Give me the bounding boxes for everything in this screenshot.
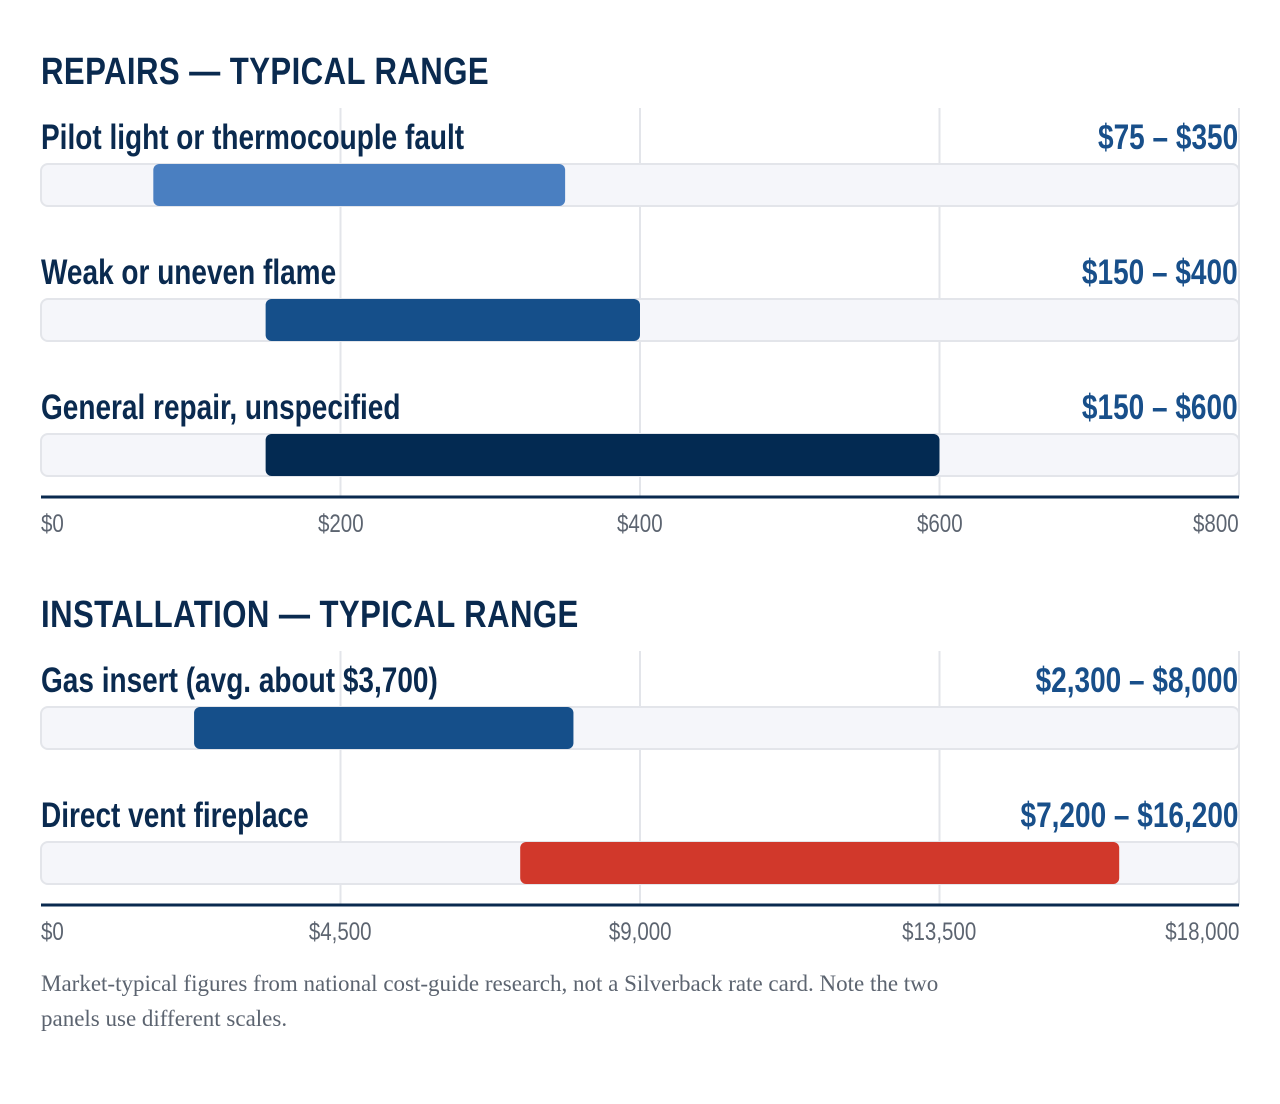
x-tick-label: $800 [1193,510,1239,538]
repairs-panel-title: REPAIRS — TYPICAL RANGE [41,51,490,93]
x-tick-label: $18,000 [1164,918,1239,946]
row-label: Gas insert (avg. about $3,700) [41,661,438,700]
x-tick-label: $400 [617,510,663,538]
installation-panel-title: INSTALLATION — TYPICAL RANGE [41,594,579,636]
range-value-label: $150 – $400 [1082,253,1238,292]
row-label: General repair, unspecified [41,388,401,427]
x-tick-label: $600 [916,510,963,538]
x-tick-label: $4,500 [309,918,372,946]
range-bar [194,707,574,749]
x-tick-label: $13,500 [902,918,977,946]
range-bar [265,299,640,341]
row-label: Pilot light or thermocouple fault [41,118,465,157]
range-bar [265,434,940,476]
range-value-label: $2,300 – $8,000 [1035,661,1238,700]
range-value-label: $150 – $600 [1082,388,1238,427]
x-tick-label: $0 [41,510,64,538]
x-tick-label: $9,000 [608,918,672,946]
row-label: Direct vent fireplace [41,796,309,835]
footnote: Market-typical figures from national cos… [41,971,939,1031]
chart-plot [40,108,1240,499]
x-tick-label: $0 [41,918,64,946]
range-bar [520,842,1120,884]
row-label: Weak or uneven flame [41,253,337,292]
chart-plot [40,651,1240,907]
range-value-label: $75 – $350 [1097,118,1238,157]
range-bar [153,164,566,206]
x-tick-label: $200 [317,510,364,538]
range-value-label: $7,200 – $16,200 [1020,796,1238,835]
